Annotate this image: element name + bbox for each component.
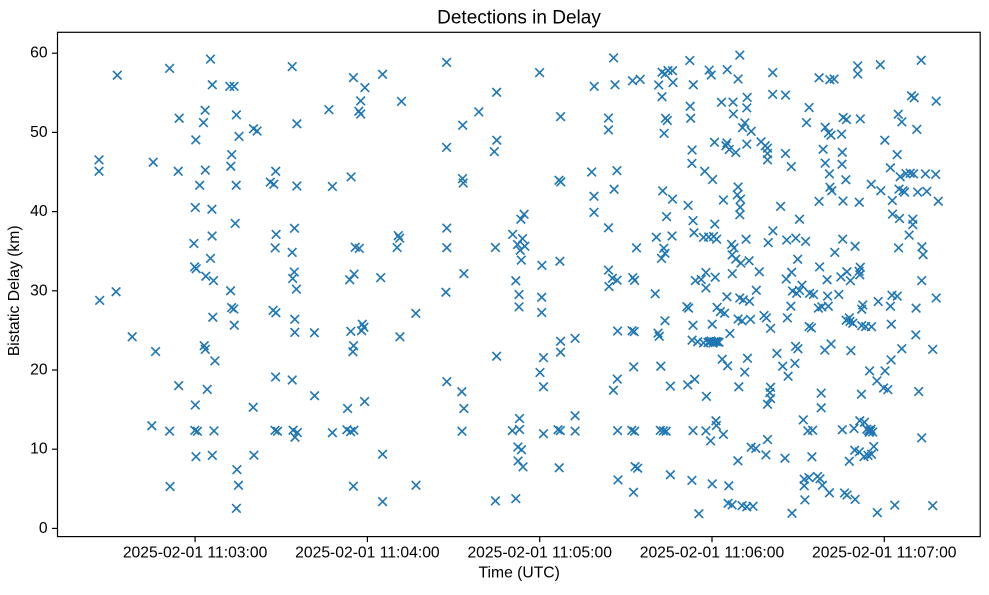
svg-text:2025-02-01 11:04:00: 2025-02-01 11:04:00 bbox=[295, 544, 440, 561]
svg-text:30: 30 bbox=[30, 282, 48, 299]
svg-text:Detections in Delay: Detections in Delay bbox=[437, 8, 601, 29]
svg-text:2025-02-01 11:06:00: 2025-02-01 11:06:00 bbox=[640, 544, 785, 561]
svg-text:0: 0 bbox=[39, 520, 48, 537]
svg-text:20: 20 bbox=[30, 362, 48, 379]
svg-text:Bistatic Delay (km): Bistatic Delay (km) bbox=[6, 225, 23, 356]
svg-text:2025-02-01 11:07:00: 2025-02-01 11:07:00 bbox=[812, 544, 957, 561]
svg-text:40: 40 bbox=[30, 203, 48, 220]
svg-text:Time (UTC): Time (UTC) bbox=[479, 564, 560, 581]
svg-text:10: 10 bbox=[30, 441, 48, 458]
svg-text:2025-02-01 11:05:00: 2025-02-01 11:05:00 bbox=[467, 544, 612, 561]
svg-text:60: 60 bbox=[30, 45, 48, 62]
svg-text:2025-02-01 11:03:00: 2025-02-01 11:03:00 bbox=[123, 544, 268, 561]
svg-text:50: 50 bbox=[30, 124, 48, 141]
